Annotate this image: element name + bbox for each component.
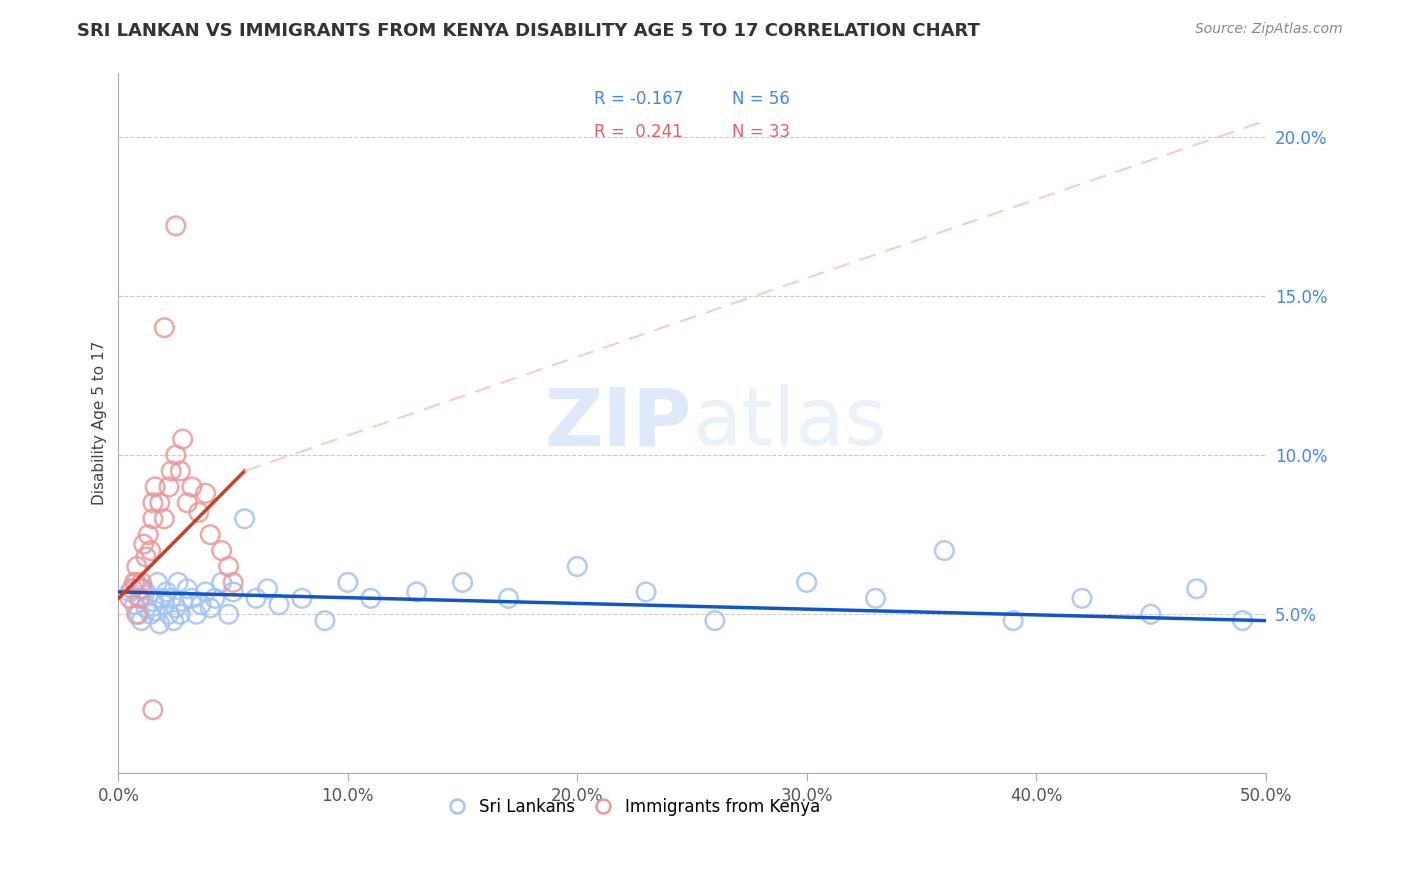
Point (165, 219, 187, 233)
Point (125, 575, 148, 590)
Point (135, 549, 157, 564)
Point (132, 537, 155, 551)
Y-axis label: Disability Age 5 to 17: Disability Age 5 to 17 (93, 341, 107, 506)
Point (131, 582, 153, 596)
Point (222, 585, 245, 599)
Point (124, 598, 146, 612)
Point (194, 486, 217, 500)
Point (118, 591, 141, 606)
Text: SRI LANKAN VS IMMIGRANTS FROM KENYA DISABILITY AGE 5 TO 17 CORRELATION CHART: SRI LANKAN VS IMMIGRANTS FROM KENYA DISA… (77, 22, 980, 40)
Point (336, 575, 359, 590)
Text: N = 56: N = 56 (733, 90, 790, 109)
Point (131, 614, 153, 628)
Point (256, 582, 278, 596)
Point (153, 598, 176, 612)
Point (1185, 582, 1208, 596)
Point (165, 448, 187, 462)
Point (157, 607, 180, 622)
Point (153, 512, 176, 526)
Point (865, 591, 887, 606)
Text: atlas: atlas (692, 384, 886, 462)
Point (150, 591, 173, 606)
Point (160, 591, 183, 606)
Point (132, 582, 155, 596)
Point (128, 607, 150, 622)
Point (211, 575, 233, 590)
Point (176, 582, 198, 596)
Point (211, 543, 233, 558)
Point (142, 512, 165, 526)
Point (796, 575, 818, 590)
Point (146, 575, 169, 590)
Point (222, 575, 245, 590)
Text: R = -0.167: R = -0.167 (595, 90, 683, 109)
Point (172, 432, 194, 446)
Point (187, 505, 209, 519)
Point (153, 320, 176, 334)
Point (1002, 614, 1025, 628)
Point (139, 543, 162, 558)
Point (156, 585, 179, 599)
Point (118, 585, 141, 599)
Point (131, 591, 153, 606)
Point (125, 607, 148, 622)
Point (149, 616, 172, 631)
Point (703, 614, 725, 628)
Point (143, 604, 166, 618)
Point (176, 496, 198, 510)
Point (267, 598, 290, 612)
Point (149, 496, 172, 510)
Point (136, 588, 159, 602)
Point (180, 591, 202, 606)
Point (218, 559, 240, 574)
Point (142, 594, 165, 608)
Point (194, 585, 217, 599)
Point (142, 496, 165, 510)
Point (124, 575, 146, 590)
Point (180, 480, 202, 494)
Point (167, 575, 190, 590)
Point (200, 600, 222, 615)
Point (1232, 614, 1254, 628)
Point (160, 464, 183, 478)
Legend: Sri Lankans, Immigrants from Kenya: Sri Lankans, Immigrants from Kenya (440, 790, 828, 824)
Point (142, 703, 165, 717)
Point (136, 527, 159, 541)
Text: R =  0.241: R = 0.241 (595, 123, 683, 142)
Point (1139, 607, 1161, 622)
Point (128, 591, 150, 606)
Point (157, 480, 180, 494)
Text: Source: ZipAtlas.com: Source: ZipAtlas.com (1195, 22, 1343, 37)
Point (121, 582, 143, 596)
Point (200, 527, 222, 541)
Point (186, 607, 208, 622)
Point (360, 591, 382, 606)
Point (204, 591, 226, 606)
Point (169, 607, 191, 622)
Point (165, 600, 187, 615)
Point (245, 591, 267, 606)
Point (172, 594, 194, 608)
Point (125, 559, 148, 574)
Point (291, 591, 314, 606)
Point (934, 543, 956, 558)
Point (636, 585, 658, 599)
Point (135, 600, 157, 615)
Point (169, 464, 191, 478)
Point (218, 607, 240, 622)
Text: N = 33: N = 33 (733, 123, 790, 142)
Point (139, 607, 162, 622)
Text: ZIP: ZIP (544, 384, 692, 462)
Point (451, 575, 474, 590)
Point (233, 512, 256, 526)
Point (314, 614, 336, 628)
Point (567, 559, 589, 574)
Point (405, 585, 427, 599)
Point (190, 598, 212, 612)
Point (1071, 591, 1094, 606)
Point (131, 575, 153, 590)
Point (143, 480, 166, 494)
Point (162, 614, 184, 628)
Point (498, 591, 520, 606)
